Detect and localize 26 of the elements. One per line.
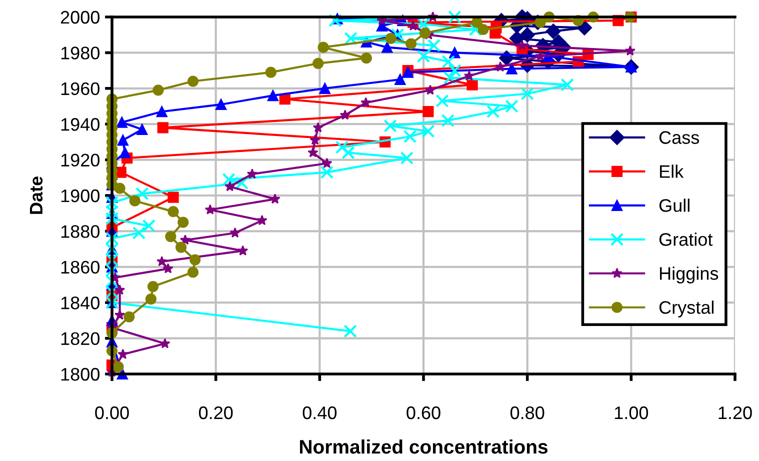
x-tick-label: 0.60 <box>406 406 440 420</box>
y-tick-label: 1940 <box>61 118 100 131</box>
x-tick-label: 0.80 <box>510 406 544 420</box>
legend-label: Elk <box>660 164 684 178</box>
legend-label: Gull <box>659 198 690 212</box>
x-axis-title: Normalized concentrations <box>300 439 548 454</box>
x-tick-label: 0.20 <box>198 406 233 420</box>
y-tick-label: 1980 <box>61 46 100 60</box>
y-tick-label: 1860 <box>61 260 100 274</box>
y-tick-label: 1920 <box>61 154 100 167</box>
x-tick-label: 0.40 <box>302 406 337 420</box>
y-tick-label: 1960 <box>61 82 100 96</box>
legend-label: Cass <box>659 131 700 144</box>
y-tick-label: 1800 <box>61 368 100 381</box>
x-tick-label: 1.20 <box>718 406 752 420</box>
y-tick-label: 1840 <box>61 296 100 310</box>
y-tick-label: 2000 <box>60 10 100 24</box>
legend-label: Gratiot <box>659 232 713 246</box>
y-axis-title: Date <box>30 176 43 214</box>
x-tick-label: 1.00 <box>614 406 648 420</box>
y-tick-label: 1820 <box>61 332 100 346</box>
x-tick-label: 0.00 <box>95 406 129 420</box>
y-tick-label: 1900 <box>61 189 100 202</box>
y-tick-label: 1880 <box>61 225 100 238</box>
legend-label: Crystal <box>659 300 714 318</box>
legend-label: Higgins <box>660 266 718 284</box>
